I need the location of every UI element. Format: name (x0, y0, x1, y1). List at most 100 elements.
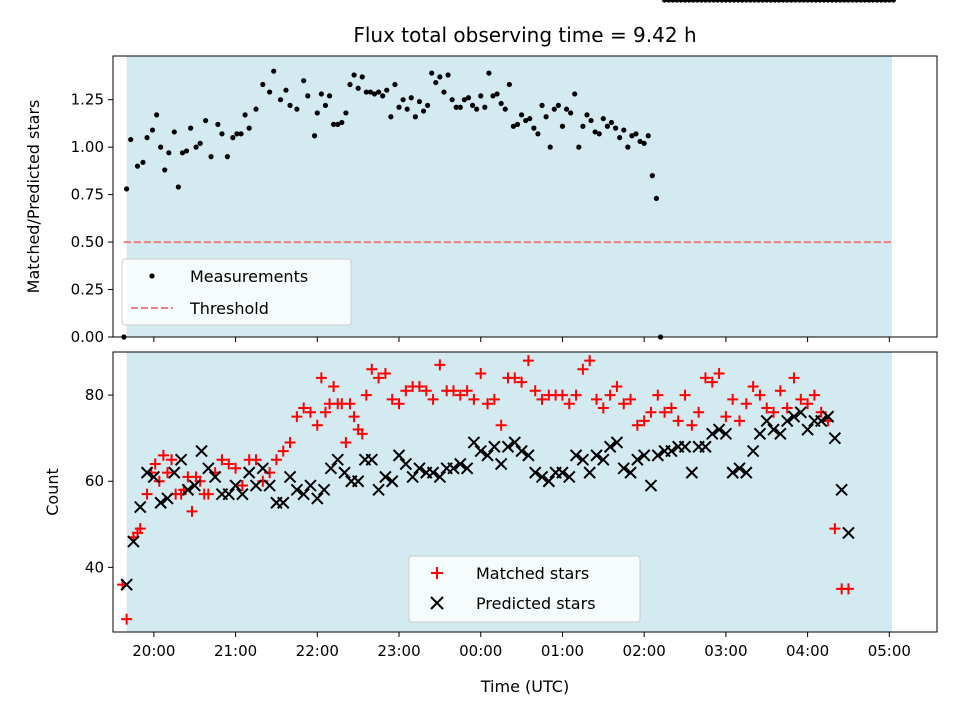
matched-star-point (340, 436, 352, 448)
predicted-star-point (821, 410, 835, 423)
predicted-star-point (413, 462, 426, 475)
measurement-point (882, 0, 888, 3)
predicted-star-point (460, 462, 474, 475)
measurement-point (535, 131, 541, 137)
legend-matched-label: Matched stars (476, 564, 589, 583)
matched-star-point (284, 436, 296, 448)
predicted-star-point (297, 487, 310, 501)
predicted-star-point (236, 487, 249, 501)
measurement-point (502, 106, 508, 112)
predicted-star-point (202, 462, 215, 475)
measurement-point (437, 74, 443, 80)
predicted-star-point (542, 475, 556, 488)
measurement-point (588, 117, 594, 124)
matched-star-point (141, 488, 153, 500)
matched-star-point (754, 389, 766, 401)
measurement-point (140, 159, 146, 165)
bottom-plot-frame (112, 351, 938, 633)
bottom-panel: 40 60 80 20:00 21:00 22:00 23:00 00:00 01:00 02:… (43, 351, 938, 696)
measurement-point (796, 0, 803, 3)
measurement-point (813, 0, 819, 3)
matched-star-point (202, 488, 214, 500)
measurement-point (224, 154, 231, 160)
measurement-point (531, 125, 537, 131)
bottom-y-axis-label: Count (43, 468, 62, 516)
x-tick-label: 02:00 (623, 642, 666, 660)
predicted-star-point (576, 453, 590, 466)
measurement-point (367, 89, 374, 95)
predicted-star-point (842, 526, 855, 540)
measurement-point (539, 102, 545, 108)
matched-star-point (304, 406, 316, 418)
matched-star-point (638, 415, 650, 427)
matched-star-point (740, 398, 752, 410)
matched-star-point (461, 385, 473, 397)
predicted-star-point (815, 414, 828, 428)
predicted-star-point (127, 535, 140, 548)
measurement-point (694, 0, 700, 3)
matched-star-point (625, 393, 637, 405)
matched-star-point (652, 389, 664, 401)
matched-star-point (482, 398, 494, 410)
matched-star-point (631, 419, 643, 431)
measurement-point (780, 0, 786, 3)
predicted-star-point (685, 466, 699, 479)
measurement-point (604, 123, 611, 129)
measurement-point (267, 89, 273, 95)
top-panel: 0.00 0.25 0.50 0.75 1.00 1.25 Matched/Predict… (24, 0, 938, 346)
matched-star-point (706, 376, 718, 388)
matched-star-point (713, 368, 725, 380)
predicted-star-point (154, 496, 167, 509)
predicted-star-point (338, 466, 351, 479)
matched-star-point (427, 393, 439, 405)
measurement-point (208, 154, 214, 160)
predicted-star-point (610, 436, 624, 449)
predicted-star-point (147, 470, 161, 484)
measurement-point (800, 0, 807, 3)
measurement-point (649, 173, 655, 179)
predicted-star-point (719, 427, 733, 441)
matched-star-point (665, 402, 677, 414)
predicted-star-point (140, 466, 154, 479)
measurement-point (518, 112, 525, 118)
matched-star-point (720, 411, 732, 423)
measurement-point (878, 0, 884, 3)
measurement-point (559, 123, 566, 129)
measurement-point (429, 70, 435, 76)
top-legend-box (121, 258, 352, 326)
measurement-point (621, 127, 627, 133)
measurement-point (134, 163, 141, 169)
matched-star-point (611, 380, 623, 392)
predicted-star-point (222, 487, 235, 501)
bottom-legend-box (408, 555, 641, 623)
measurement-point (641, 140, 647, 146)
predicted-star-point (134, 500, 147, 514)
matched-star-point (536, 393, 548, 405)
measurement-point (702, 0, 709, 3)
predicted-star-point (474, 444, 487, 458)
predicted-star-point (794, 406, 808, 419)
predicted-star-point (406, 470, 419, 484)
top-plot-frame (112, 55, 938, 338)
measurement-point (128, 136, 134, 143)
measurement-point (719, 0, 725, 3)
legend-matched-marker (431, 567, 443, 579)
matched-star-point (774, 385, 786, 397)
measurement-point (764, 0, 770, 3)
measurement-point (175, 184, 181, 190)
measurement-point (666, 0, 672, 3)
measurement-point (547, 144, 553, 150)
measurement-point (682, 0, 688, 3)
predicted-star-point (753, 427, 767, 441)
measurement-point (311, 133, 318, 139)
matched-star-point (413, 380, 425, 392)
x-tick-label: 05:00 (868, 642, 911, 660)
bottom-y-tick-label: 40 (85, 558, 104, 576)
measurement-point (287, 102, 293, 108)
predicted-star-point (494, 457, 508, 471)
top-y-axis-ticks: 0.00 0.25 0.50 0.75 1.00 1.25 (71, 91, 113, 346)
matched-star-point (379, 368, 391, 380)
predicted-star-point (311, 492, 324, 505)
measurement-point (817, 0, 823, 3)
